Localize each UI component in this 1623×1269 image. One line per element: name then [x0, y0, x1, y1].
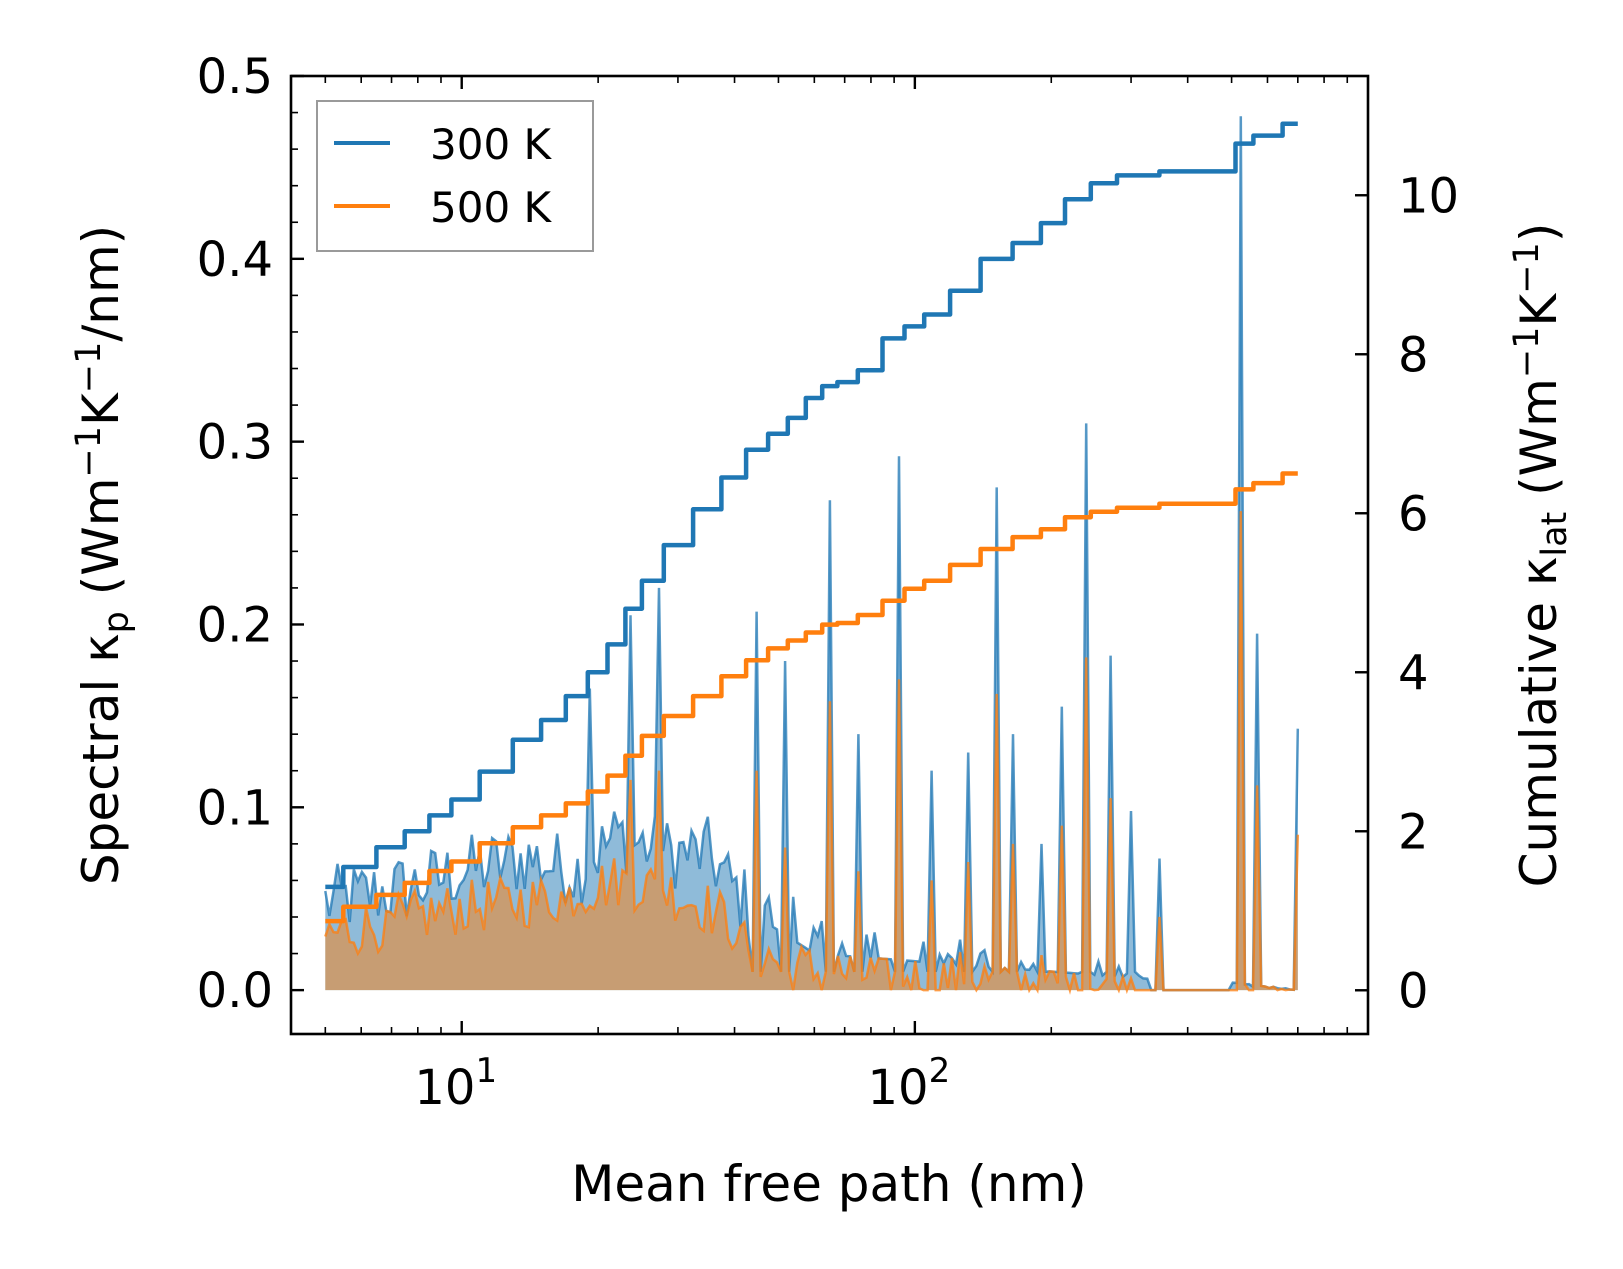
y-left-tick-label: 0.3: [197, 415, 273, 471]
y-axis-right-label: Cumulative κlat (Wm−1K−1): [1507, 223, 1575, 888]
y-right-tick-label: 0: [1398, 963, 1429, 1019]
y-axis-left-label: Spectral κp (Wm−1K−1/nm): [69, 225, 137, 885]
axis-ticks: 0.0 0.1 0.2 0.3 0.4 0.5 0 2 4 6 8 10 101 102: [197, 49, 1459, 1116]
y-left-label-tail: /nm): [72, 225, 130, 342]
spectral-area-layer: [324, 116, 1300, 995]
spectral-line-300k: [324, 116, 1300, 992]
y-right-label-sub: lat: [1535, 512, 1575, 557]
y-right-tick-label: 6: [1398, 486, 1429, 542]
x-axis-label: Mean free path (nm): [571, 1155, 1087, 1213]
spectral-area-500k: [325, 511, 1298, 991]
legend-box: [316, 100, 594, 252]
legend-label-300k: 300 K: [430, 120, 553, 169]
y-right-tick-label: 10: [1398, 168, 1459, 224]
plot-frame: [289, 74, 1370, 1036]
y-right-label-units: (Wm: [1510, 378, 1568, 512]
cumulative-line-500k: [325, 471, 1298, 924]
y-right-label-exp1: −1: [1507, 327, 1547, 379]
y-right-tick-label: 2: [1398, 804, 1429, 860]
y-left-tick-label: 0.0: [197, 963, 273, 1019]
y-left-label-main: Spectral κ: [72, 633, 130, 885]
y-right-label-tail: ): [1510, 223, 1568, 243]
legend-label-500k: 500 K: [430, 183, 553, 232]
y-left-tick-label: 0.1: [197, 780, 273, 836]
cumulative-line-300k: [325, 121, 1298, 890]
y-right-label-exp2: −1: [1507, 242, 1547, 294]
y-left-label-exp1: −1: [69, 426, 109, 478]
y-left-label-units: (Wm: [72, 478, 130, 612]
y-right-label-main: Cumulative κ: [1510, 557, 1568, 888]
x-tick-label: 101: [414, 1051, 497, 1116]
spectral-area-300k: [325, 116, 1298, 991]
y-left-label-exp2: −1: [69, 342, 109, 394]
x-tick-label: 102: [868, 1051, 951, 1116]
cumulative-line-layer: [325, 121, 1298, 924]
legend: 300 K 500 K: [316, 100, 594, 252]
y-right-tick-label: 8: [1398, 327, 1429, 383]
y-left-label-k: K: [72, 392, 130, 426]
y-left-tick-label: 0.4: [197, 232, 273, 288]
y-left-tick-label: 0.2: [197, 597, 273, 653]
y-left-tick-label: 0.5: [197, 49, 273, 105]
y-right-label-k: K: [1510, 293, 1568, 327]
y-right-tick-label: 4: [1398, 645, 1429, 701]
spectral-line-500k: [324, 511, 1300, 995]
y-left-label-sub: p: [97, 611, 137, 633]
